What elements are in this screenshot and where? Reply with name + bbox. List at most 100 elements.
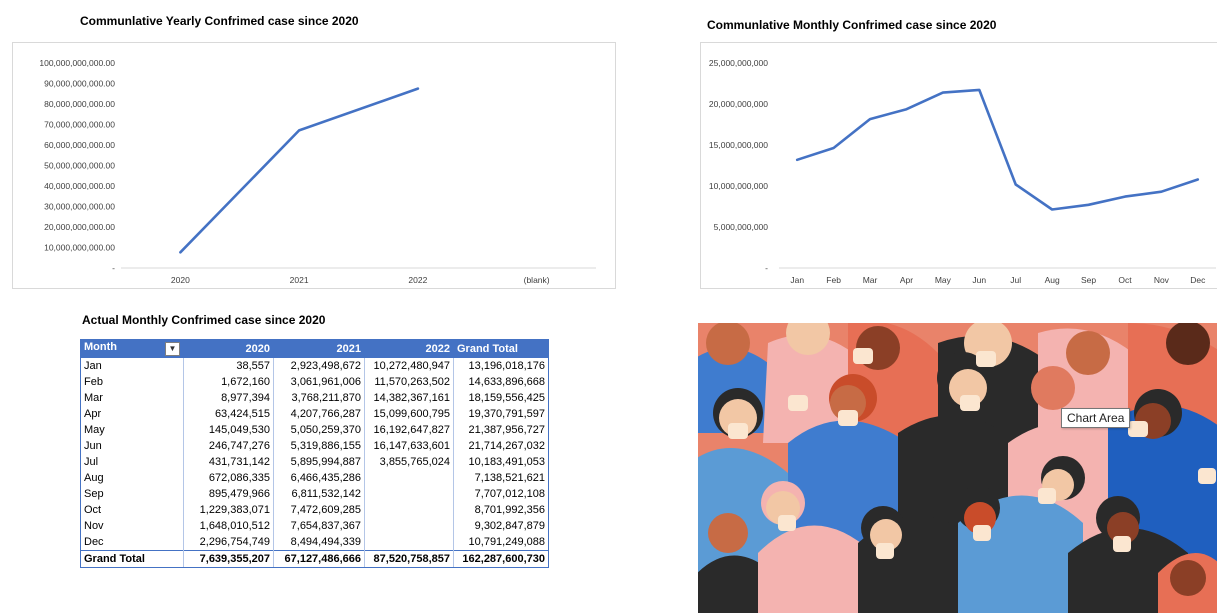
y-tick-label: 10,000,000,000 bbox=[709, 181, 768, 191]
y-tick-label: 20,000,000,000 bbox=[709, 99, 768, 109]
value-cell: 16,192,647,827 bbox=[364, 422, 454, 438]
header-grand-total: Grand Total bbox=[453, 339, 549, 358]
data-point[interactable] bbox=[1159, 190, 1163, 194]
y-tick-label: 5,000,000,000 bbox=[714, 222, 769, 232]
data-point[interactable] bbox=[1196, 178, 1200, 182]
monthly-chart-title: Communlative Monthly Confrimed case sinc… bbox=[707, 18, 997, 32]
table-row[interactable]: Jan 38,557 2,923,498,672 10,272,480,947 13,1… bbox=[80, 357, 549, 374]
header-2022: 2022 bbox=[364, 339, 454, 358]
header-2020: 2020 bbox=[183, 339, 274, 358]
table-row[interactable]: Oct 1,229,383,071 7,472,609,285 8,701,992,3… bbox=[80, 502, 549, 518]
table-row[interactable]: Feb 1,672,160 3,061,961,006 11,570,263,502 1… bbox=[80, 374, 549, 390]
x-tick-label: Jan bbox=[790, 275, 804, 285]
value-cell: 3,768,211,870 bbox=[273, 390, 365, 406]
x-tick-label: Sep bbox=[1081, 275, 1096, 285]
data-point[interactable] bbox=[297, 128, 301, 132]
table-row[interactable]: Mar 8,977,394 3,768,211,870 14,382,367,161 1… bbox=[80, 390, 549, 406]
value-cell: 6,811,532,142 bbox=[273, 486, 365, 502]
x-tick-label: Mar bbox=[863, 275, 878, 285]
value-cell: 10,272,480,947 bbox=[364, 357, 454, 374]
data-point[interactable] bbox=[977, 88, 981, 92]
y-tick-label: 10,000,000,000.00 bbox=[44, 243, 115, 253]
header-month[interactable]: Month ▼ bbox=[80, 339, 184, 358]
month-cell: Jun bbox=[80, 438, 184, 454]
value-cell: 14,633,896,668 bbox=[453, 374, 549, 390]
value-cell: 672,086,335 bbox=[183, 470, 274, 486]
month-cell: Sep bbox=[80, 486, 184, 502]
month-cell: Feb bbox=[80, 374, 184, 390]
series-line[interactable] bbox=[179, 87, 420, 254]
value-cell: 9,302,847,879 bbox=[453, 518, 549, 534]
series-line[interactable] bbox=[795, 88, 1200, 211]
value-cell: 11,570,263,502 bbox=[364, 374, 454, 390]
value-cell: 7,472,609,285 bbox=[273, 502, 365, 518]
yearly-chart[interactable]: - 10,000,000,000.00 20,000,000,000.00 30,00… bbox=[12, 42, 616, 289]
table-row[interactable]: Jun 246,747,276 5,319,886,155 16,147,633,60… bbox=[80, 438, 549, 454]
crowd-illustration[interactable] bbox=[698, 323, 1217, 613]
data-point[interactable] bbox=[416, 87, 420, 91]
data-point[interactable] bbox=[941, 91, 945, 95]
filter-dropdown-icon[interactable]: ▼ bbox=[165, 342, 180, 356]
data-point[interactable] bbox=[1087, 203, 1091, 207]
y-tick-label: 80,000,000,000.00 bbox=[44, 99, 115, 109]
x-tick-label: Apr bbox=[900, 275, 913, 285]
month-cell: Jul bbox=[80, 454, 184, 470]
month-cell: May bbox=[80, 422, 184, 438]
x-tick-label: 2020 bbox=[171, 275, 190, 285]
month-cell: Mar bbox=[80, 390, 184, 406]
x-tick-label: Oct bbox=[1118, 275, 1132, 285]
table-row[interactable]: Sep 895,479,966 6,811,532,142 7,707,012,108 bbox=[80, 486, 549, 502]
x-tick-label: Feb bbox=[826, 275, 841, 285]
x-tick-label: Aug bbox=[1045, 275, 1060, 285]
value-cell: 5,895,994,887 bbox=[273, 454, 365, 470]
table-row[interactable]: Aug 672,086,335 6,466,435,286 7,138,521,621 bbox=[80, 470, 549, 486]
value-cell: 7,654,837,367 bbox=[273, 518, 365, 534]
table-row[interactable]: Jul 431,731,142 5,895,994,887 3,855,765,024… bbox=[80, 454, 549, 470]
chart-area-tooltip: Chart Area bbox=[1061, 408, 1131, 428]
month-cell: Dec bbox=[80, 534, 184, 551]
x-tick-label: Nov bbox=[1154, 275, 1170, 285]
header-2021: 2021 bbox=[273, 339, 365, 358]
x-tick-label: 2021 bbox=[290, 275, 309, 285]
monthly-chart[interactable]: - 5,000,000,000 10,000,000,000 15,000,000,0… bbox=[700, 42, 1217, 289]
value-cell: 8,977,394 bbox=[183, 390, 274, 406]
value-cell: 246,747,276 bbox=[183, 438, 274, 454]
value-cell: 2,296,754,749 bbox=[183, 534, 274, 551]
value-cell: 21,714,267,032 bbox=[453, 438, 549, 454]
value-cell: 21,387,956,727 bbox=[453, 422, 549, 438]
total-cell: 87,520,758,857 bbox=[364, 550, 454, 568]
data-point[interactable] bbox=[832, 146, 836, 150]
table-row[interactable]: Nov 1,648,010,512 7,654,837,367 9,302,847,8… bbox=[80, 518, 549, 534]
value-cell: 16,147,633,601 bbox=[364, 438, 454, 454]
y-tick-label: 90,000,000,000.00 bbox=[44, 79, 115, 89]
table-row[interactable]: Apr 63,424,515 4,207,766,287 15,099,600,795… bbox=[80, 406, 549, 422]
value-cell: 7,707,012,108 bbox=[453, 486, 549, 502]
table-row[interactable]: May 145,049,530 5,050,259,370 16,192,647,82… bbox=[80, 422, 549, 438]
data-point[interactable] bbox=[178, 250, 182, 254]
monthly-chart-svg: - 5,000,000,000 10,000,000,000 15,000,000,0… bbox=[709, 58, 1216, 285]
data-point[interactable] bbox=[1123, 195, 1127, 199]
x-tick-label: Jun bbox=[972, 275, 986, 285]
yearly-chart-svg: - 10,000,000,000.00 20,000,000,000.00 30,00… bbox=[39, 58, 596, 285]
data-point[interactable] bbox=[1014, 182, 1018, 186]
data-point[interactable] bbox=[1050, 207, 1054, 211]
y-tick-label: 50,000,000,000.00 bbox=[44, 161, 115, 171]
y-tick-label: 60,000,000,000.00 bbox=[44, 140, 115, 150]
month-cell: Oct bbox=[80, 502, 184, 518]
value-cell bbox=[364, 470, 454, 486]
table-row[interactable]: Dec 2,296,754,749 8,494,494,339 10,791,249,… bbox=[80, 534, 549, 551]
total-cell: 162,287,600,730 bbox=[453, 550, 549, 568]
data-point[interactable] bbox=[795, 158, 799, 162]
data-point[interactable] bbox=[868, 117, 872, 121]
month-cell: Apr bbox=[80, 406, 184, 422]
value-cell: 8,494,494,339 bbox=[273, 534, 365, 551]
value-cell: 1,229,383,071 bbox=[183, 502, 274, 518]
total-cell: 67,127,486,666 bbox=[273, 550, 365, 568]
data-point[interactable] bbox=[904, 107, 908, 111]
value-cell: 1,648,010,512 bbox=[183, 518, 274, 534]
value-cell: 10,791,249,088 bbox=[453, 534, 549, 551]
value-cell: 5,319,886,155 bbox=[273, 438, 365, 454]
y-tick-label: 25,000,000,000 bbox=[709, 58, 768, 68]
value-cell: 8,701,992,356 bbox=[453, 502, 549, 518]
value-cell: 3,061,961,006 bbox=[273, 374, 365, 390]
